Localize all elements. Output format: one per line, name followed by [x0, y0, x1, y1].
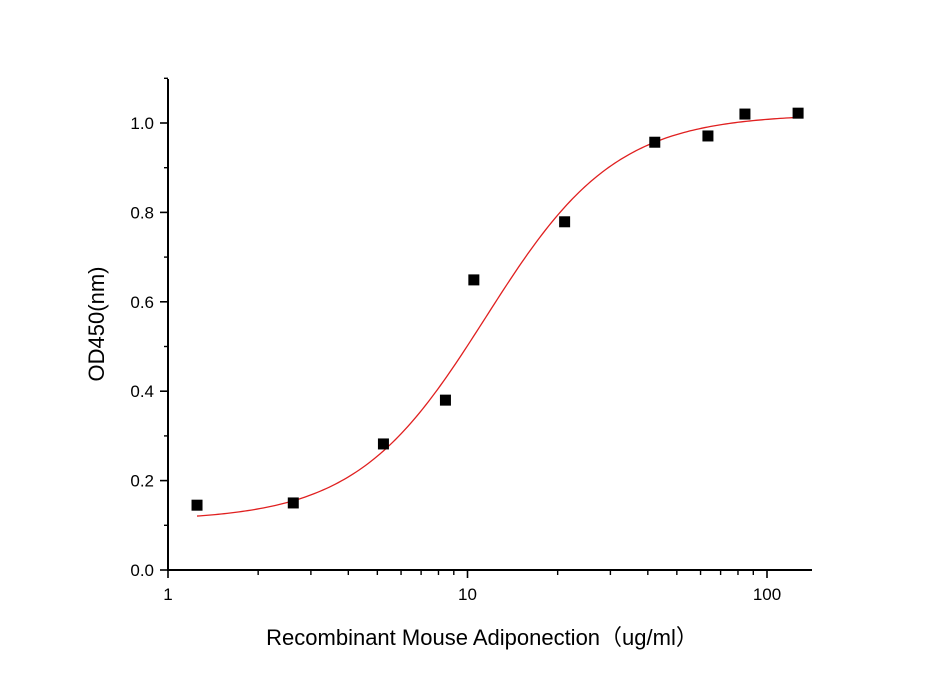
data-points	[191, 107, 804, 511]
x-tick-label: 10	[458, 585, 477, 604]
data-point-square-icon	[702, 130, 714, 142]
y-tick-label: 0.4	[130, 382, 154, 401]
data-point-square-icon	[287, 497, 299, 509]
data-point-square-icon	[739, 108, 751, 120]
y-tick-label: 1.0	[130, 114, 154, 133]
x-tick-label: 100	[753, 585, 781, 604]
y-tick-label: 0.8	[130, 203, 154, 222]
y-tick-label: 0.2	[130, 472, 154, 491]
fit-curve-path	[196, 116, 799, 517]
data-point-square-icon	[439, 394, 451, 406]
y-tick-label: 0.6	[130, 293, 154, 312]
axes: 0.0 0.2 0.4 0.6 0.8 1.0 1 10 100	[130, 77, 812, 604]
data-point-square-icon	[377, 438, 389, 450]
x-axis-title: Recombinant Mouse Adiponection（ug/ml）	[266, 625, 698, 650]
data-point-square-icon	[191, 499, 203, 511]
data-point-square-icon	[468, 274, 480, 286]
x-tick-label: 1	[163, 585, 172, 604]
y-tick-label: 0.0	[130, 561, 154, 580]
data-point-square-icon	[559, 216, 571, 228]
fit-curve	[196, 116, 799, 517]
data-point-square-icon	[792, 107, 804, 119]
y-axis-title: OD450(nm)	[84, 267, 109, 382]
data-point-square-icon	[649, 136, 661, 148]
